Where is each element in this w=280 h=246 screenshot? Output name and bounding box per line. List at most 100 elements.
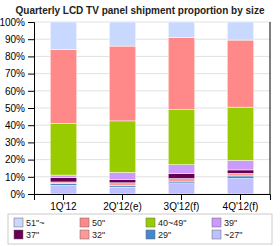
tick-label: 40% [5,120,25,131]
legend-frame [8,214,272,244]
tick: 4Q'12(f) [223,194,259,212]
tick: 10% [5,172,34,183]
series [50,160,254,179]
tick-mark [28,91,34,92]
bar [50,175,77,178]
tick-label: 4Q'12(f) [223,201,259,212]
bar [109,46,136,121]
series [50,170,254,183]
legend: 51"~ 50" 40~49" 39" 37" 32" 29" ~27" [8,214,272,244]
tick: 60% [5,86,34,97]
tick: 0% [11,189,34,200]
tick: 40% [5,120,34,131]
tick-mark [28,22,34,23]
bar [168,110,195,165]
tick-label: 1Q'12 [50,201,77,212]
bar [50,185,77,194]
bar [168,173,195,178]
tick-label: 3Q'12(f) [164,201,200,212]
bar [168,165,195,174]
legend-label: 39" [224,218,237,228]
bar [50,123,77,175]
legend-item: 39" [212,218,237,228]
bar [227,107,254,160]
bar [50,50,77,124]
tick-mark [28,142,34,143]
tick-mark [122,194,123,200]
tick-label: 90% [5,34,25,45]
tick-label: 60% [5,86,25,97]
bar [109,185,136,187]
bar [168,182,195,184]
legend-label: 51"~ [26,218,44,228]
legend-item: 50" [80,218,105,228]
tick-mark [28,108,34,109]
legend-item: ~27" [212,230,242,240]
tick-label: 100% [0,17,25,28]
bar [109,22,136,46]
plot: 0% 10% 20% 30% 40% 50% 60% 70% 80% 90% 100% 1Q'12 2Q… [0,17,271,212]
tick-mark [28,39,34,40]
bar [50,182,77,184]
tick-mark [28,177,34,178]
tick-label: 20% [5,154,25,165]
tick: 3Q'12(f) [164,194,200,212]
tick: 90% [5,34,34,45]
x-axis: 1Q'12 2Q'12(e) 3Q'12(f) 4Q'12(f) [35,194,271,212]
bar [109,183,136,186]
legend-swatch [14,218,23,227]
legend-label: 50" [92,218,105,228]
bar [227,176,254,179]
legend-swatch [80,218,89,227]
grid [34,22,270,194]
tick-label: 30% [5,137,25,148]
legend-label: 29" [158,230,171,240]
tick-mark [28,74,34,75]
axis-line [28,23,35,195]
bar [227,179,254,194]
bar [227,22,254,40]
legend-label: 37" [26,230,39,240]
tick-mark [28,56,34,57]
legend-item: 32" [80,230,105,240]
frame [270,22,271,194]
bar [168,22,195,37]
legend-label: 32" [92,230,105,240]
tick: 100% [0,17,34,28]
tick: 2Q'12(e) [103,194,142,212]
bar [168,37,195,109]
tick: 70% [5,68,34,79]
tick-mark [28,160,34,161]
tick-label: 70% [5,68,25,79]
tick: 20% [5,154,34,165]
legend-item: 51"~ [14,218,44,228]
legend-item: 40~49" [146,218,186,228]
bar [50,184,77,186]
bars [50,22,254,194]
tick-mark [63,194,64,200]
series [50,37,254,123]
legend-swatch [212,230,221,239]
tick: 80% [5,51,34,62]
series [50,176,254,187]
tick-mark [181,194,182,200]
legend-item: 29" [146,230,171,240]
legend-swatch [212,218,221,227]
tick-label: 2Q'12(e) [103,201,142,212]
legend-item: 37" [14,230,39,240]
series [50,22,254,50]
title: Quarterly LCD TV panel shipment proporti… [16,5,265,16]
tick: 1Q'12 [50,194,77,212]
bar [227,40,254,107]
bar [109,121,136,173]
series [50,107,254,175]
tick-label: 10% [5,172,25,183]
series [50,179,254,194]
tick-label: 50% [5,103,25,114]
bar [50,178,77,182]
tick-label: 0% [11,189,26,200]
bar [227,173,254,176]
legend-swatch [146,218,155,227]
bar [227,160,254,169]
bar [168,184,195,194]
